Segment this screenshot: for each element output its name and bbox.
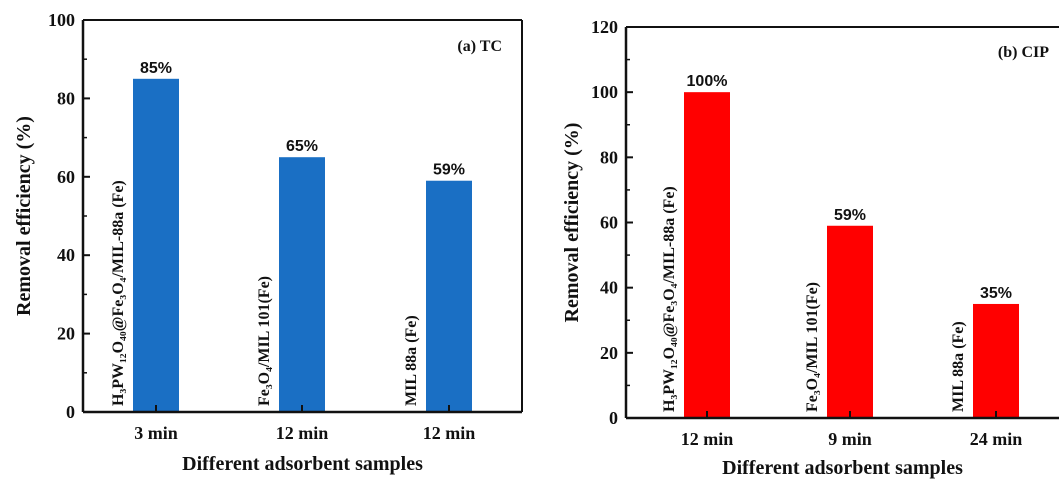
panel-title: (b) CIP xyxy=(998,44,1049,61)
x-tick-label: 24 min xyxy=(970,429,1023,449)
x-axis-label: Different adsorbent samples xyxy=(182,453,423,475)
chart-panel-a: 0 20 40 60 80 100 3 min 12 min 12 min 85% 65% 59% H₃… xyxy=(13,10,523,475)
bar xyxy=(279,157,325,412)
y-tick-label: 20 xyxy=(57,324,75,344)
bar xyxy=(973,303,1019,418)
bar xyxy=(684,92,730,419)
data-label: 65% xyxy=(286,138,318,155)
x-tick-label: 9 min xyxy=(828,429,872,449)
chart-panel-b: 0 20 40 60 80 100 120 12 min 9 min 24 min 100% 59% 3… xyxy=(561,17,1059,479)
sample-label: Fe₃O₄/MIL 101(Fe) xyxy=(804,282,821,412)
y-tick-label: 40 xyxy=(57,245,75,265)
data-label: 59% xyxy=(834,207,866,224)
y-axis-label: Removal efficiency (%) xyxy=(561,123,583,323)
y-tick-label: 60 xyxy=(57,167,75,187)
y-tick-label: 60 xyxy=(600,213,618,233)
x-tick-label: 12 min xyxy=(276,423,329,443)
panel-title: (a) TC xyxy=(457,38,502,55)
sample-label: H₃PW₁₂O₄₀@Fe₃O₄/MIL-88a (Fe) xyxy=(661,186,678,412)
y-tick-label: 0 xyxy=(609,408,618,428)
bar xyxy=(133,78,179,413)
data-label: 59% xyxy=(433,162,465,179)
sample-label: MIL 88a (Fe) xyxy=(403,315,420,406)
y-tick-label: 80 xyxy=(57,88,75,108)
y-tick-label: 0 xyxy=(66,402,75,422)
y-axis-label: Removal efficiency (%) xyxy=(13,116,35,316)
bar xyxy=(426,180,472,412)
bar xyxy=(827,225,873,418)
x-tick-label: 12 min xyxy=(423,423,476,443)
sample-label: H₃PW₁₂O₄₀@Fe₃O₄/MIL-88a (Fe) xyxy=(110,180,127,406)
y-tick-label: 80 xyxy=(600,147,618,167)
x-tick-label: 3 min xyxy=(134,423,178,443)
data-label: 85% xyxy=(140,60,172,77)
y-tick-label: 100 xyxy=(48,10,75,30)
y-tick-label: 100 xyxy=(591,82,618,102)
data-label: 100% xyxy=(687,73,728,90)
x-axis-label: Different adsorbent samples xyxy=(722,457,963,479)
y-tick-label: 40 xyxy=(600,278,618,298)
x-tick-label: 12 min xyxy=(681,429,734,449)
data-label: 35% xyxy=(980,285,1012,302)
sample-label: Fe₃O₄/MIL 101(Fe) xyxy=(256,276,273,406)
y-tick-label: 120 xyxy=(591,17,618,37)
y-tick-label: 20 xyxy=(600,343,618,363)
sample-label: MIL 88a (Fe) xyxy=(950,321,967,412)
